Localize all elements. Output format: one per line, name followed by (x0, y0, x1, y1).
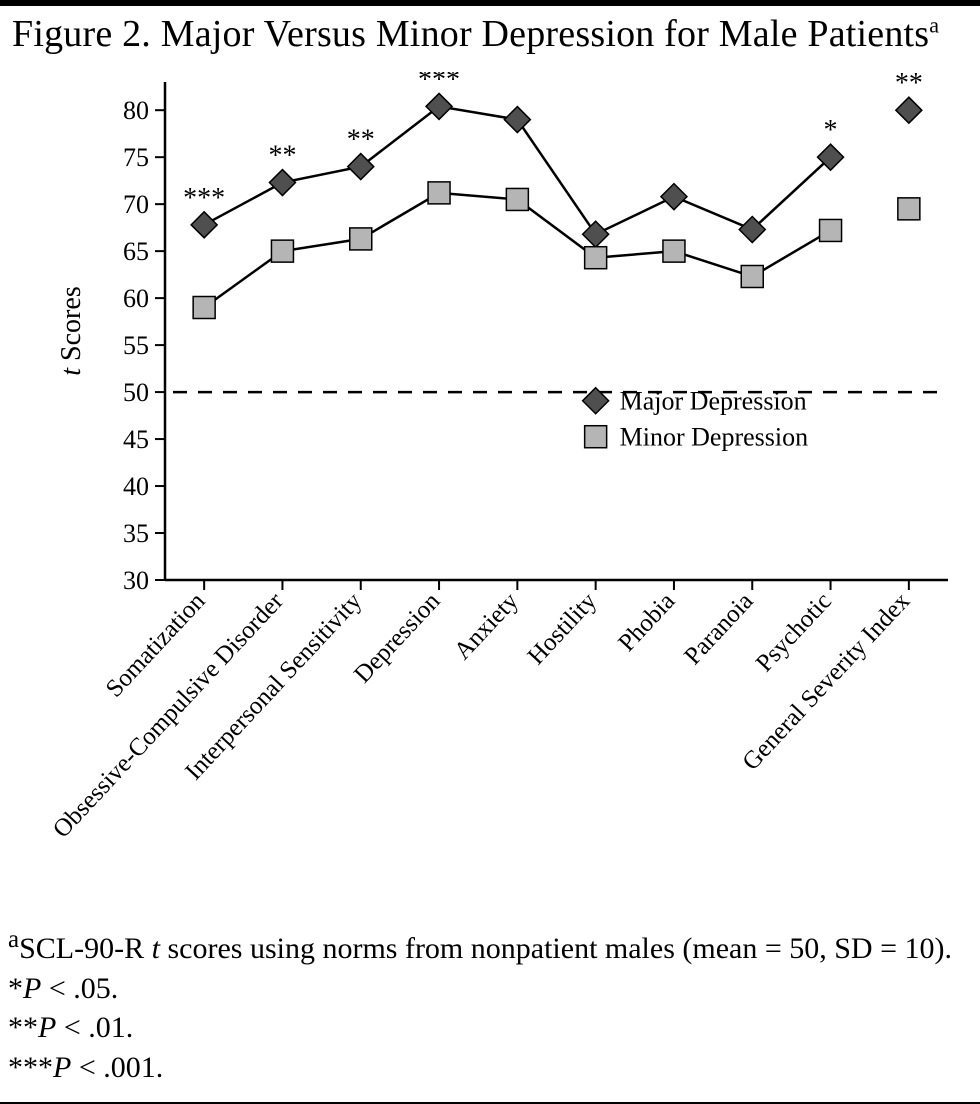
y-tick-label: 35 (123, 519, 149, 548)
diamond-marker (426, 93, 452, 119)
figure-title: Figure 2. Major Versus Minor Depression … (12, 12, 939, 56)
y-tick-label: 80 (123, 96, 149, 125)
figure-container: Figure 2. Major Versus Minor Depression … (0, 0, 980, 1104)
x-category-label: Paranoia (679, 588, 758, 670)
footnote-p001: ***P < .001. (8, 1049, 972, 1087)
square-marker (506, 188, 528, 210)
square-marker (585, 247, 607, 269)
top-rule (0, 0, 980, 6)
footnote-p01: **P < .01. (8, 1009, 972, 1047)
significance-marker: *** (418, 72, 460, 95)
p05-rest: < .05. (41, 972, 118, 1005)
square-marker (741, 266, 763, 288)
footnote-a-ital: t (152, 932, 160, 965)
significance-marker: ** (895, 72, 923, 99)
square-marker (193, 297, 215, 319)
diamond-marker (504, 107, 530, 133)
p05-sym: * (8, 972, 23, 1005)
y-tick-label: 70 (123, 190, 149, 219)
footnote-a-t2: scores using norms from nonpatient males… (160, 932, 952, 965)
y-axis-label: t Scores (56, 286, 87, 375)
footnote-p05: *P < .05. (8, 970, 972, 1008)
significance-marker: * (824, 115, 838, 146)
significance-marker: *** (183, 183, 225, 214)
significance-marker: ** (268, 141, 296, 172)
diamond-marker (896, 97, 922, 123)
p05-ital: P (23, 972, 41, 1005)
diamond-marker (269, 170, 295, 196)
chart-svg: 3035404550556065707580t ScoresSomatizati… (10, 72, 970, 912)
x-category-label: Anxiety (449, 587, 524, 665)
significance-marker: ** (347, 125, 375, 156)
p001-rest: < .001. (71, 1051, 163, 1084)
y-tick-label: 65 (123, 237, 149, 266)
square-marker (428, 182, 450, 204)
diamond-marker (191, 212, 217, 238)
square-marker (663, 240, 685, 262)
y-tick-label: 50 (123, 378, 149, 407)
p01-sym: ** (8, 1011, 38, 1044)
y-tick-label: 45 (123, 425, 149, 454)
diamond-marker (583, 221, 609, 247)
p01-ital: P (38, 1011, 56, 1044)
y-tick-label: 55 (123, 331, 149, 360)
p01-rest: < .01. (56, 1011, 133, 1044)
footnotes: aSCL-90-R t scores using norms from nonp… (8, 924, 972, 1088)
legend-square-icon (585, 426, 607, 448)
x-category-label: Depression (349, 587, 446, 688)
p001-sym: *** (8, 1051, 53, 1084)
x-category-label: Hostility (523, 587, 603, 670)
y-tick-label: 40 (123, 472, 149, 501)
y-tick-label: 75 (123, 143, 149, 172)
diamond-marker (348, 154, 374, 180)
square-marker (271, 240, 293, 262)
figure-title-sup: a (929, 12, 939, 37)
square-marker (898, 198, 920, 220)
x-category-label: Phobia (613, 588, 680, 657)
legend-label: Minor Depression (620, 423, 808, 452)
square-marker (350, 228, 372, 250)
footnote-a-t1: SCL-90-R (19, 932, 152, 965)
diamond-marker (661, 184, 687, 210)
p001-ital: P (53, 1051, 71, 1084)
chart: 3035404550556065707580t ScoresSomatizati… (10, 72, 970, 912)
footnote-a-sup: a (8, 926, 19, 953)
legend-label: Major Depression (620, 387, 807, 416)
square-marker (820, 219, 842, 241)
y-tick-label: 60 (123, 284, 149, 313)
footnote-a: aSCL-90-R t scores using norms from nonp… (8, 924, 972, 968)
figure-title-text: Figure 2. Major Versus Minor Depression … (12, 13, 929, 55)
y-tick-label: 30 (123, 566, 149, 595)
